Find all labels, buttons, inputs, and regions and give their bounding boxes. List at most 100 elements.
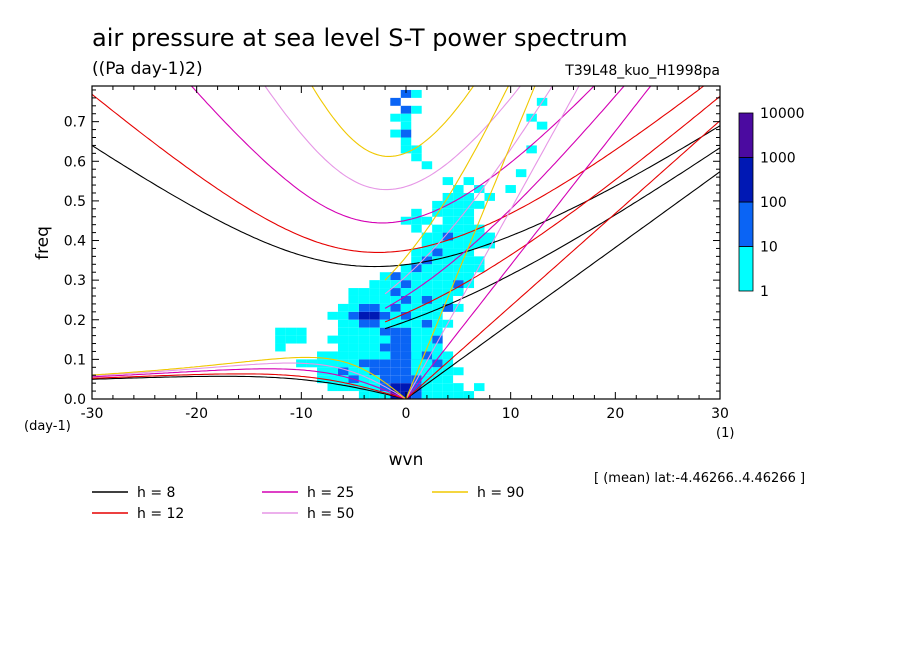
power-cell: [369, 383, 380, 392]
legend-label: h = 90: [477, 485, 524, 501]
power-cell: [358, 303, 370, 312]
power-cell: [411, 295, 422, 304]
dispersion-curve-h50-rossby: [92, 362, 407, 399]
power-cell: [442, 177, 454, 186]
y-tick-label: 0.2: [64, 313, 86, 329]
power-cell: [348, 303, 359, 312]
power-cell: [432, 295, 443, 304]
power-cell: [411, 311, 422, 320]
power-cell: [400, 264, 412, 273]
power-cell: [411, 248, 422, 257]
power-cell: [390, 280, 401, 289]
power-cell: [369, 367, 380, 376]
dispersion-curve-h8-ig1: [92, 125, 720, 268]
dispersion-curve-h12-rossby: [92, 373, 407, 399]
power-cell: [327, 383, 338, 392]
power-cell: [463, 264, 475, 273]
power-cell: [484, 240, 495, 249]
power-cell: [327, 311, 338, 320]
power-cell: [411, 335, 422, 344]
legend-label: h = 8: [137, 485, 175, 501]
power-cell: [474, 185, 485, 193]
power-cell: [421, 272, 433, 281]
legend: h = 8 h = 12 h = 25 h = 50 h = 90: [92, 485, 524, 522]
power-cell: [358, 311, 370, 320]
power-cell: [337, 303, 349, 312]
power-cell: [432, 351, 443, 360]
power-cell: [474, 200, 485, 209]
power-cell: [317, 367, 328, 376]
power-cell: [474, 256, 485, 265]
colorbar-swatch: [738, 201, 754, 247]
x-axis-label: wvn: [389, 450, 424, 470]
x-tick-label: 20: [606, 406, 624, 422]
power-cell: [390, 272, 401, 281]
power-cell: [442, 240, 454, 249]
dispersion-curve-h25-mrg: [384, 86, 625, 309]
dispersion-curve-h50-kelvin: [405, 86, 580, 399]
power-cell: [390, 113, 401, 122]
power-cell: [411, 383, 422, 392]
power-cell: [463, 224, 475, 233]
power-cell: [432, 256, 443, 265]
power-cell: [432, 335, 443, 344]
power-cell: [390, 319, 401, 328]
x-tick-label: -30: [81, 406, 104, 422]
power-cell: [432, 375, 443, 384]
dispersion-curve-h25-kelvin: [405, 86, 652, 399]
power-cell: [432, 288, 443, 296]
power-cell: [327, 351, 338, 360]
x-tick-label: 0: [402, 406, 411, 422]
power-cell: [369, 311, 380, 320]
dispersion-curves: [92, 86, 720, 399]
power-cell: [442, 367, 454, 376]
power-cell: [421, 295, 433, 304]
power-cell: [390, 367, 401, 376]
power-cell: [379, 280, 391, 289]
power-cell: [453, 264, 464, 273]
power-cell: [400, 375, 412, 384]
power-cell: [421, 319, 433, 328]
power-cell: [411, 145, 422, 154]
power-cell: [463, 208, 475, 217]
power-cell: [442, 256, 454, 265]
power-cell: [421, 216, 433, 225]
dispersion-curve-h8-mrg: [384, 147, 720, 330]
power-cell: [379, 343, 391, 352]
y-tick-label: 0.7: [64, 115, 86, 131]
dispersion-curve-h12-kelvin: [405, 120, 720, 399]
power-cell: [421, 367, 433, 376]
power-cell: [317, 359, 328, 368]
dispersion-curve-h50-ig1: [264, 86, 522, 191]
power-cell: [453, 367, 464, 376]
power-cell: [337, 343, 349, 352]
power-cell: [411, 264, 422, 273]
power-cell: [400, 288, 412, 296]
power-cell: [400, 280, 412, 289]
power-cell: [474, 240, 485, 249]
dispersion-curve-h25-rossby: [92, 368, 407, 399]
power-cell: [337, 319, 349, 328]
power-cell: [369, 288, 380, 296]
legend-label: h = 12: [137, 506, 184, 522]
dispersion-curve-h90-kelvin: [405, 86, 536, 399]
power-cell: [379, 375, 391, 384]
colorbar-label: 10000: [760, 106, 805, 122]
y-tick-label: 0.4: [64, 234, 86, 250]
chart-title: air pressure at sea level S-T power spec…: [92, 24, 628, 52]
power-cell: [348, 359, 359, 368]
power-cell: [400, 129, 412, 138]
power-cell: [515, 169, 527, 178]
colorbar-swatch: [738, 246, 754, 292]
power-cell: [337, 335, 349, 344]
y-tick-label: 0.0: [64, 392, 86, 408]
power-cell: [432, 311, 443, 320]
power-cell: [400, 319, 412, 328]
power-cell: [400, 335, 412, 344]
power-cell: [442, 272, 454, 281]
power-cell: [358, 359, 370, 368]
power-cell: [453, 208, 464, 217]
power-cell: [442, 295, 454, 304]
power-cell: [442, 264, 454, 273]
power-cell: [369, 327, 380, 336]
